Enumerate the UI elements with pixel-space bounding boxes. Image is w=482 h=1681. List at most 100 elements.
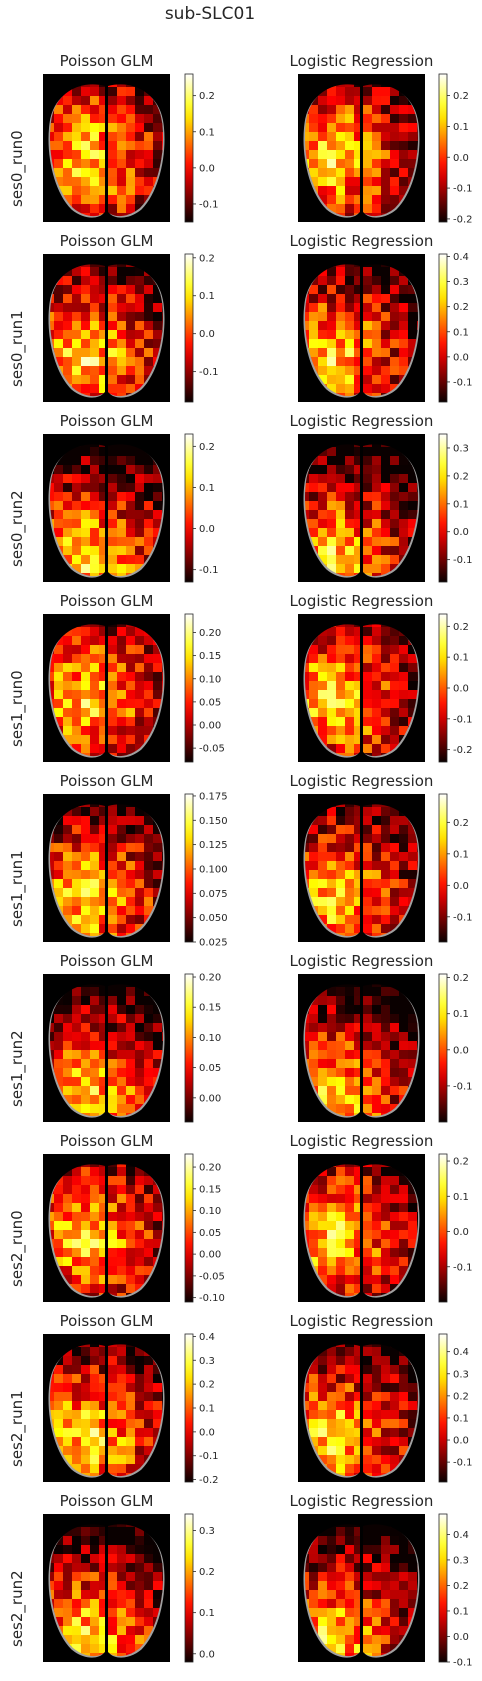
parcel xyxy=(144,1563,154,1573)
parcel xyxy=(408,1581,418,1591)
parcel xyxy=(117,1248,127,1258)
parcel xyxy=(117,1293,127,1297)
parcel xyxy=(126,1023,136,1033)
parcel xyxy=(72,888,82,898)
parcel xyxy=(318,825,328,835)
parcel xyxy=(390,726,400,736)
parcel xyxy=(72,987,82,997)
parcel xyxy=(318,735,328,745)
parcel xyxy=(336,699,346,709)
parcel xyxy=(363,393,373,397)
parcel xyxy=(309,888,319,898)
parcel xyxy=(354,1608,364,1618)
parcel xyxy=(345,1653,355,1657)
parcel xyxy=(90,1374,100,1384)
parcel xyxy=(363,744,373,754)
parcel xyxy=(81,1374,91,1384)
parcel xyxy=(372,672,382,682)
parcel xyxy=(309,681,319,691)
parcel xyxy=(327,483,337,493)
parcel xyxy=(309,1401,319,1411)
parcel xyxy=(90,636,100,646)
parcel xyxy=(90,906,100,916)
parcel xyxy=(81,987,91,997)
parcel xyxy=(135,1257,145,1267)
parcel xyxy=(63,663,73,673)
parcel xyxy=(363,339,373,349)
parcel xyxy=(135,1455,145,1465)
parcel xyxy=(399,357,409,367)
parcel xyxy=(372,339,382,349)
parcel xyxy=(54,1410,64,1420)
parcel xyxy=(336,1104,346,1114)
parcel xyxy=(72,87,82,97)
parcel xyxy=(81,1599,91,1609)
colorbar-tick-label: 0.15 xyxy=(199,1003,221,1014)
parcel xyxy=(153,888,163,898)
parcel xyxy=(336,330,346,340)
parcel xyxy=(381,1455,391,1465)
parcel xyxy=(327,1266,337,1276)
parcel xyxy=(390,654,400,664)
parcel xyxy=(72,1275,82,1285)
parcel xyxy=(309,321,319,331)
parcel xyxy=(99,276,109,286)
parcel xyxy=(417,141,419,151)
parcel xyxy=(81,456,91,466)
parcel xyxy=(345,1164,355,1168)
parcel xyxy=(108,1590,118,1600)
parcel xyxy=(408,825,418,835)
parcel xyxy=(117,150,127,160)
parcel xyxy=(144,285,154,295)
parcel xyxy=(99,1374,109,1384)
parcel xyxy=(144,1545,154,1555)
parcel xyxy=(117,465,127,475)
parcel xyxy=(399,1446,409,1456)
parcel xyxy=(153,1401,163,1411)
parcel xyxy=(126,267,136,277)
parcel xyxy=(345,1626,355,1636)
parcel xyxy=(90,1455,100,1465)
colorbar-tick-label: 0.2 xyxy=(453,302,469,313)
parcel xyxy=(117,114,127,124)
parcel xyxy=(49,1554,55,1564)
parcel xyxy=(72,1419,82,1429)
parcel xyxy=(144,861,154,871)
parcel xyxy=(108,1347,118,1357)
parcel xyxy=(327,807,337,817)
parcel xyxy=(354,519,364,529)
colorbar: -0.10.00.10.20.30.4 xyxy=(438,252,473,403)
parcel xyxy=(126,1164,136,1168)
parcel xyxy=(108,861,118,871)
parcel xyxy=(90,996,100,1006)
parcel xyxy=(345,1230,355,1240)
parcel xyxy=(63,672,73,682)
parcel xyxy=(126,1221,136,1231)
parcel xyxy=(81,447,91,457)
parcel xyxy=(63,1248,73,1258)
parcel xyxy=(363,879,373,889)
parcel xyxy=(345,1113,355,1117)
parcel xyxy=(108,1284,118,1294)
parcel xyxy=(117,132,127,142)
parcel xyxy=(372,1590,382,1600)
parcel xyxy=(345,1536,355,1546)
parcel xyxy=(372,492,382,502)
parcel xyxy=(417,312,419,322)
parcel xyxy=(354,834,364,844)
parcel xyxy=(90,96,100,106)
parcel xyxy=(162,663,164,673)
parcel xyxy=(99,636,109,646)
parcel xyxy=(390,906,400,916)
parcel xyxy=(381,1554,391,1564)
parcel xyxy=(81,1344,91,1348)
parcel xyxy=(144,1608,154,1618)
parcel xyxy=(126,123,136,133)
parcel xyxy=(309,528,319,538)
parcel xyxy=(108,699,118,709)
parcel xyxy=(99,1185,109,1195)
parcel xyxy=(72,906,82,916)
parcel xyxy=(354,1095,364,1105)
parcel xyxy=(72,1617,82,1627)
parcel xyxy=(99,627,109,637)
